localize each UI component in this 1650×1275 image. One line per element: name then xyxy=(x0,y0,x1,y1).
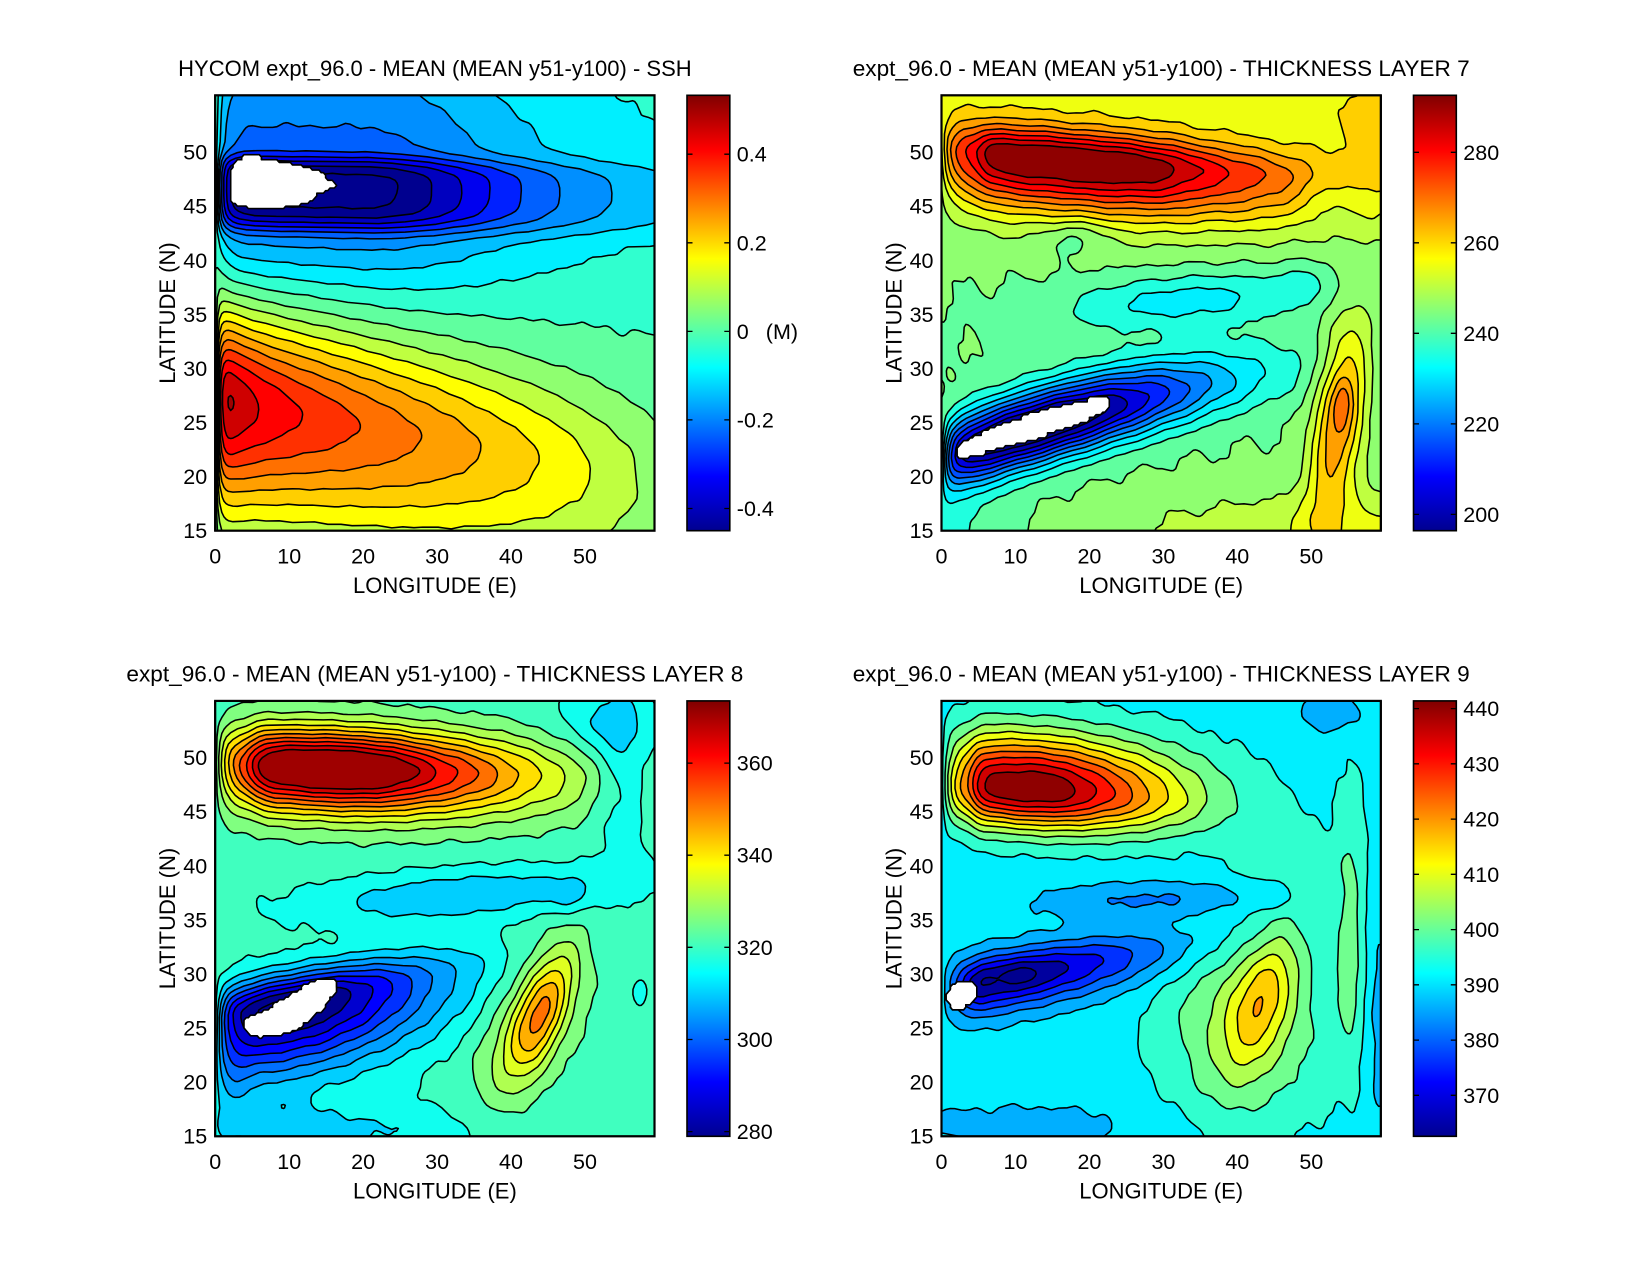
svg-text:LATITUDE (N): LATITUDE (N) xyxy=(882,848,907,989)
svg-text:40: 40 xyxy=(910,854,934,878)
svg-text:440: 440 xyxy=(1463,697,1499,721)
svg-text:50: 50 xyxy=(183,141,207,165)
svg-text:10: 10 xyxy=(277,545,301,569)
svg-text:0.2: 0.2 xyxy=(737,231,767,255)
svg-text:360: 360 xyxy=(737,752,773,776)
svg-text:15: 15 xyxy=(910,1125,934,1149)
svg-text:40: 40 xyxy=(910,249,934,273)
svg-text:-0.2: -0.2 xyxy=(737,408,774,432)
svg-text:-0.4: -0.4 xyxy=(737,497,774,521)
svg-text:280: 280 xyxy=(737,1120,773,1144)
svg-text:25: 25 xyxy=(910,1017,934,1041)
svg-text:expt_96.0 - MEAN (MEAN y51-y10: expt_96.0 - MEAN (MEAN y51-y100) - THICK… xyxy=(126,661,743,686)
svg-text:LONGITUDE (E): LONGITUDE (E) xyxy=(353,573,517,598)
svg-text:0: 0 xyxy=(936,1150,948,1174)
svg-text:0: 0 xyxy=(936,545,948,569)
svg-text:30: 30 xyxy=(1151,545,1175,569)
svg-text:410: 410 xyxy=(1463,863,1499,887)
svg-text:0: 0 xyxy=(209,1150,221,1174)
svg-text:20: 20 xyxy=(1077,545,1101,569)
svg-text:20: 20 xyxy=(910,465,934,489)
svg-text:35: 35 xyxy=(910,303,934,327)
svg-text:35: 35 xyxy=(183,303,207,327)
svg-text:20: 20 xyxy=(351,545,375,569)
svg-text:45: 45 xyxy=(910,195,934,219)
svg-text:LATITUDE (N): LATITUDE (N) xyxy=(155,848,180,989)
svg-text:20: 20 xyxy=(1077,1150,1101,1174)
svg-text:400: 400 xyxy=(1463,918,1499,942)
svg-text:30: 30 xyxy=(183,357,207,381)
svg-text:(M): (M) xyxy=(766,320,798,344)
svg-text:15: 15 xyxy=(183,1125,207,1149)
svg-text:340: 340 xyxy=(737,844,773,868)
svg-text:expt_96.0 - MEAN (MEAN y51-y10: expt_96.0 - MEAN (MEAN y51-y100) - THICK… xyxy=(853,661,1470,686)
svg-text:HYCOM expt_96.0 - MEAN (MEAN y: HYCOM expt_96.0 - MEAN (MEAN y51-y100) -… xyxy=(178,56,691,81)
svg-text:35: 35 xyxy=(183,908,207,932)
svg-text:420: 420 xyxy=(1463,808,1499,832)
svg-text:380: 380 xyxy=(1463,1029,1499,1053)
svg-text:LATITUDE (N): LATITUDE (N) xyxy=(882,242,907,383)
svg-text:LONGITUDE (E): LONGITUDE (E) xyxy=(1079,573,1243,598)
svg-text:15: 15 xyxy=(910,519,934,543)
svg-text:LATITUDE (N): LATITUDE (N) xyxy=(155,242,180,383)
svg-text:50: 50 xyxy=(1299,1150,1323,1174)
svg-text:320: 320 xyxy=(737,936,773,960)
svg-text:10: 10 xyxy=(1004,545,1028,569)
svg-text:40: 40 xyxy=(1225,1150,1249,1174)
svg-text:25: 25 xyxy=(183,411,207,435)
svg-text:45: 45 xyxy=(183,800,207,824)
svg-text:40: 40 xyxy=(499,545,523,569)
svg-text:280: 280 xyxy=(1463,141,1499,165)
svg-text:20: 20 xyxy=(351,1150,375,1174)
svg-text:10: 10 xyxy=(1004,1150,1028,1174)
svg-text:30: 30 xyxy=(910,963,934,987)
svg-text:40: 40 xyxy=(183,854,207,878)
svg-text:260: 260 xyxy=(1463,231,1499,255)
svg-text:45: 45 xyxy=(910,800,934,824)
svg-text:30: 30 xyxy=(1151,1150,1175,1174)
svg-text:25: 25 xyxy=(910,411,934,435)
svg-text:0: 0 xyxy=(737,320,749,344)
svg-text:0: 0 xyxy=(209,545,221,569)
svg-text:30: 30 xyxy=(425,545,449,569)
svg-text:300: 300 xyxy=(737,1028,773,1052)
svg-text:45: 45 xyxy=(183,195,207,219)
svg-text:30: 30 xyxy=(183,963,207,987)
svg-text:50: 50 xyxy=(183,746,207,770)
svg-text:50: 50 xyxy=(573,545,597,569)
svg-text:expt_96.0 - MEAN (MEAN y51-y10: expt_96.0 - MEAN (MEAN y51-y100) - THICK… xyxy=(853,56,1470,81)
svg-text:15: 15 xyxy=(183,519,207,543)
svg-text:370: 370 xyxy=(1463,1084,1499,1108)
svg-text:10: 10 xyxy=(277,1150,301,1174)
svg-text:LONGITUDE (E): LONGITUDE (E) xyxy=(1079,1179,1243,1204)
svg-text:40: 40 xyxy=(1225,545,1249,569)
svg-text:240: 240 xyxy=(1463,322,1499,346)
svg-text:390: 390 xyxy=(1463,973,1499,997)
svg-text:50: 50 xyxy=(573,1150,597,1174)
svg-text:50: 50 xyxy=(910,746,934,770)
svg-text:20: 20 xyxy=(910,1071,934,1095)
svg-text:0.4: 0.4 xyxy=(737,143,767,167)
svg-text:LONGITUDE (E): LONGITUDE (E) xyxy=(353,1179,517,1204)
svg-text:50: 50 xyxy=(910,141,934,165)
svg-text:200: 200 xyxy=(1463,503,1499,527)
svg-text:25: 25 xyxy=(183,1017,207,1041)
svg-text:220: 220 xyxy=(1463,412,1499,436)
svg-text:30: 30 xyxy=(425,1150,449,1174)
svg-text:20: 20 xyxy=(183,465,207,489)
svg-text:30: 30 xyxy=(910,357,934,381)
svg-text:50: 50 xyxy=(1299,545,1323,569)
svg-text:20: 20 xyxy=(183,1071,207,1095)
svg-text:40: 40 xyxy=(499,1150,523,1174)
svg-text:35: 35 xyxy=(910,908,934,932)
svg-text:40: 40 xyxy=(183,249,207,273)
svg-text:430: 430 xyxy=(1463,752,1499,776)
